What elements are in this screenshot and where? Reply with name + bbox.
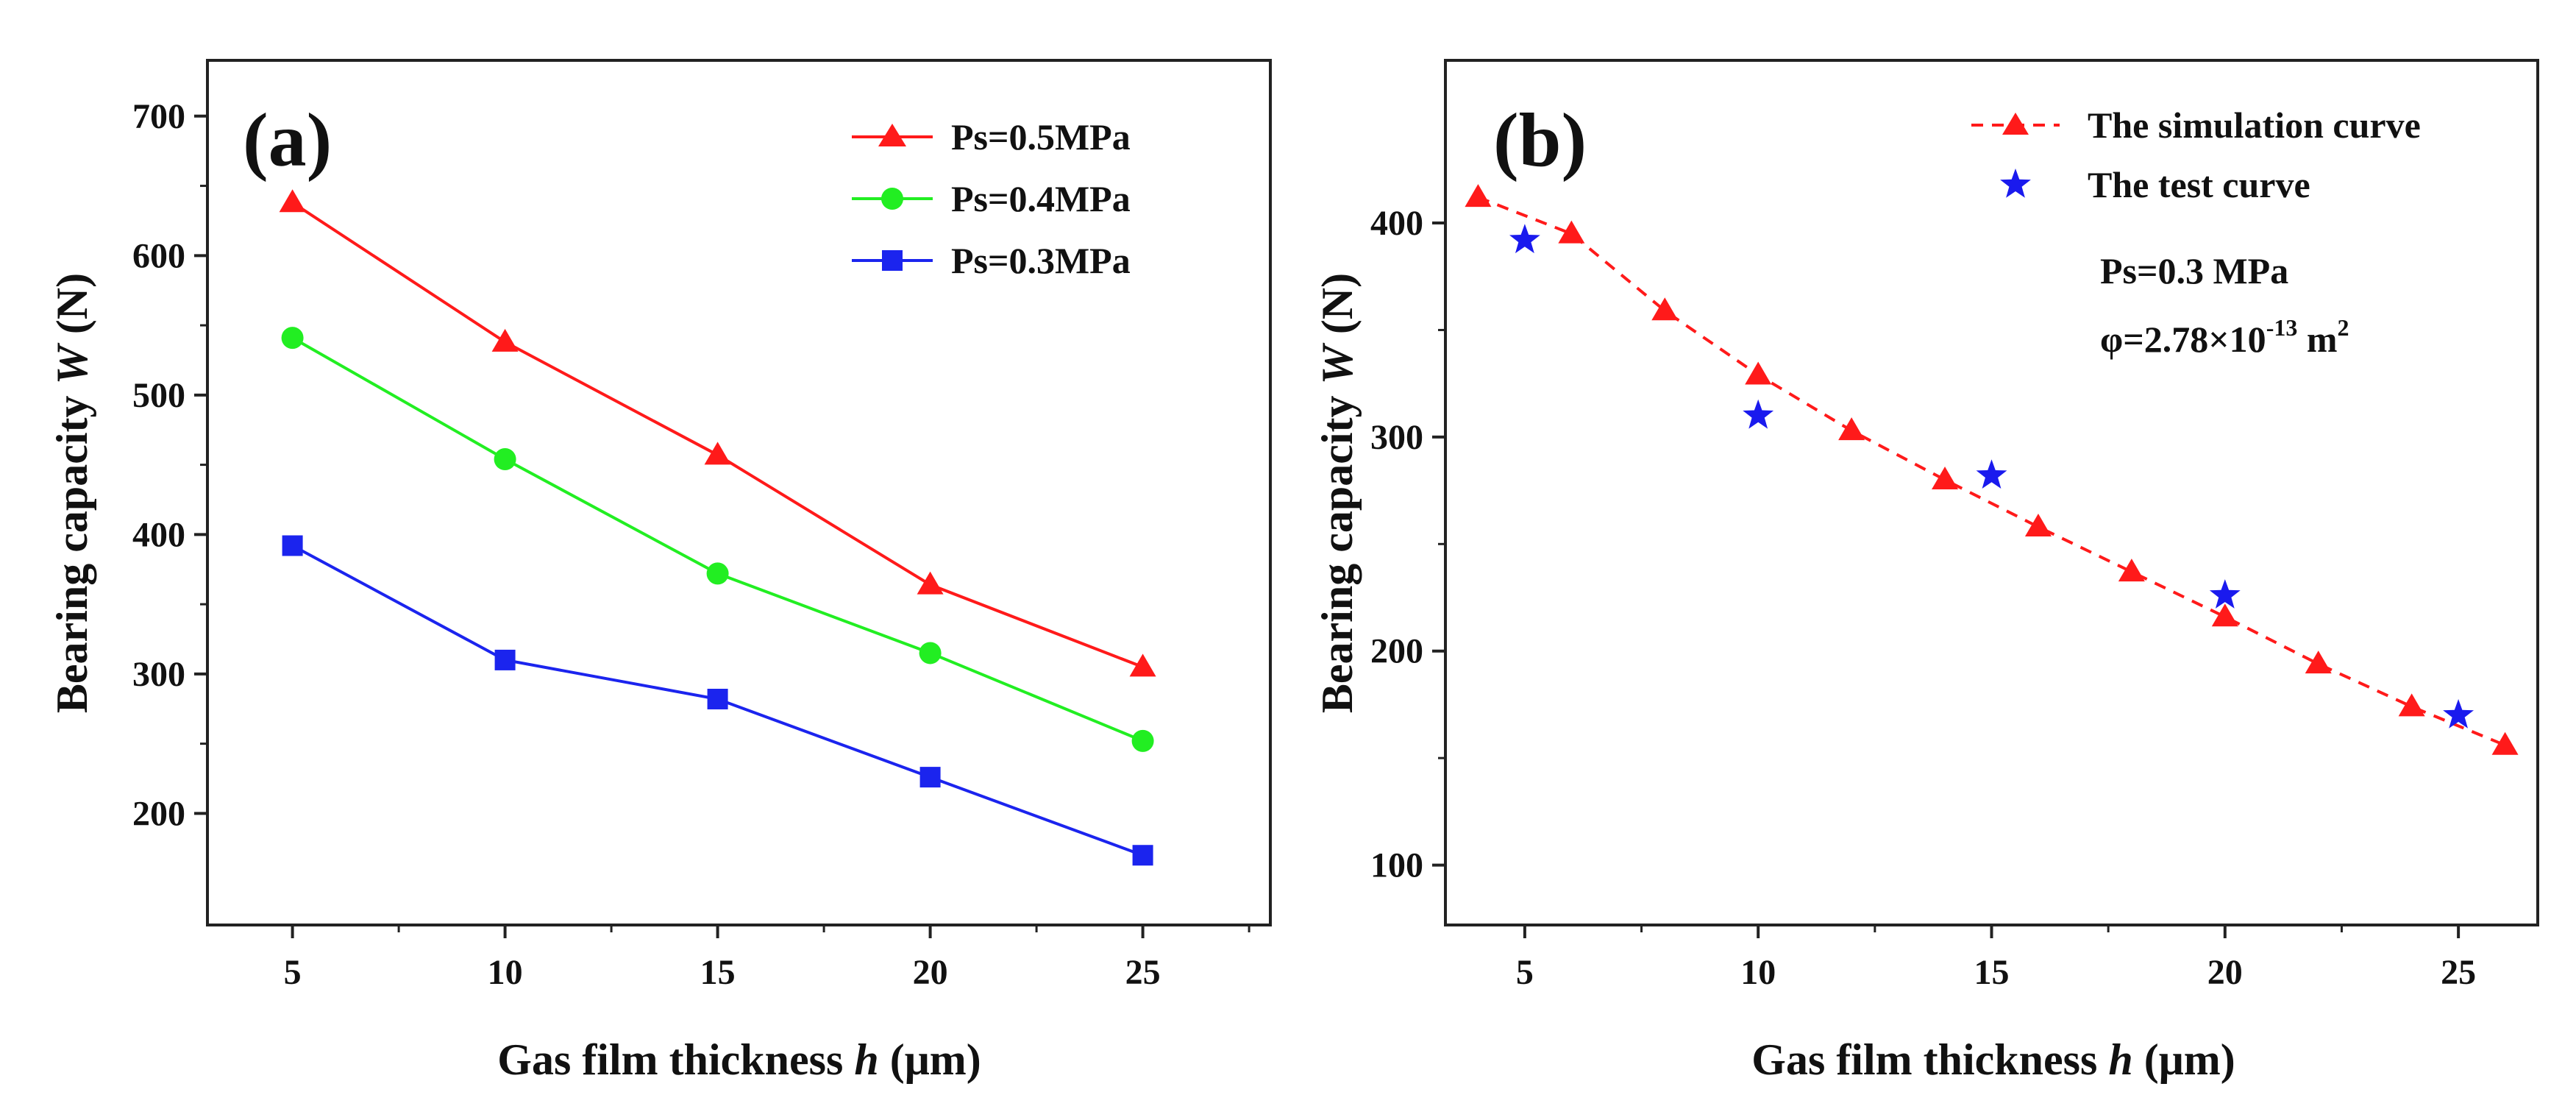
- data-point: [1838, 417, 1865, 441]
- panel-a-label: (a): [243, 98, 332, 182]
- legend-label-test: The test curve: [2088, 164, 2310, 205]
- legend-marker-test: [2000, 169, 2031, 198]
- annotation-pressure: Ps=0.3 MPa: [2100, 250, 2288, 291]
- data-point: [2305, 651, 2332, 674]
- data-point: [1131, 729, 1154, 752]
- panel-a-series-markers: [279, 189, 1156, 866]
- legend-label-ps04: Ps=0.4MPa: [951, 178, 1131, 219]
- panel-b-legend: The simulation curve The test curve: [1971, 104, 2421, 205]
- legend-marker-ps04: [881, 188, 903, 210]
- data-point: [2398, 693, 2425, 717]
- data-point: [706, 562, 729, 585]
- panel-a-y-axis-title: Bearing capacity W (N): [48, 273, 96, 713]
- data-point: [2209, 579, 2241, 609]
- panel-b-y-axis-title: Bearing capacity W (N): [1313, 273, 1362, 713]
- legend-marker-simulation: [2002, 113, 2029, 135]
- panel-b-y-ticks: 100 200 300 400: [1370, 204, 1445, 885]
- x-tick-label: 10: [488, 953, 523, 992]
- data-point: [1465, 184, 1492, 208]
- x-tick-label: 5: [1516, 953, 1534, 992]
- data-point: [279, 189, 306, 213]
- legend-marker-ps03: [882, 250, 903, 271]
- y-tick-label: 600: [132, 236, 185, 275]
- data-point: [282, 535, 303, 556]
- panel-a: 200 300 400 500 600 700 5 10 15 20 25 (a) Ps=0.5M…: [48, 59, 1272, 1084]
- data-point: [494, 448, 516, 471]
- data-point: [2024, 514, 2052, 537]
- data-point: [1745, 361, 1772, 385]
- data-point: [494, 649, 516, 670]
- panel-a-x-axis-title: Gas film thickness h (μm): [497, 1035, 981, 1084]
- panel-a-y-ticks: 200 300 400 500 600 700: [132, 97, 207, 833]
- y-tick-label: 400: [132, 515, 185, 554]
- x-tick-label: 20: [913, 953, 948, 992]
- x-tick-label: 15: [700, 953, 736, 992]
- y-tick-label: 300: [1370, 418, 1423, 457]
- legend-marker-ps05: [878, 124, 906, 146]
- annotation-permeability: φ=2.78×10-13 m2: [2100, 314, 2349, 360]
- data-point: [1651, 297, 1679, 321]
- data-point: [707, 688, 728, 709]
- panel-a-x-ticks: 5 10 15 20 25: [284, 925, 1250, 992]
- x-tick-label: 25: [1125, 953, 1161, 992]
- legend-label-ps05: Ps=0.5MPa: [951, 116, 1131, 157]
- panel-b-series-markers: [1465, 184, 2519, 755]
- panel-b: 100 200 300 400 5 10 15 20 25 (b) The simulatio…: [1313, 59, 2539, 1084]
- legend-label-simulation: The simulation curve: [2088, 104, 2421, 146]
- data-point: [917, 571, 944, 595]
- data-point: [2443, 699, 2474, 729]
- data-point: [1743, 399, 1774, 429]
- data-point: [1132, 845, 1153, 866]
- series-line-0: [1477, 196, 2506, 747]
- data-point: [919, 642, 942, 664]
- data-point: [704, 442, 731, 465]
- data-point: [2491, 731, 2519, 755]
- x-tick-label: 25: [2441, 953, 2476, 992]
- data-point: [1129, 653, 1156, 677]
- y-tick-label: 500: [132, 376, 185, 415]
- data-point: [1932, 467, 1959, 490]
- data-point: [2118, 559, 2145, 582]
- y-tick-label: 100: [1370, 846, 1423, 885]
- panel-b-series-lines: [1477, 196, 2506, 747]
- y-tick-label: 700: [132, 97, 185, 136]
- x-tick-label: 10: [1740, 953, 1776, 992]
- data-point: [1509, 224, 1540, 254]
- panel-b-x-ticks: 5 10 15 20 25: [1516, 925, 2476, 992]
- y-tick-label: 200: [1370, 632, 1423, 671]
- data-point: [491, 328, 519, 352]
- y-tick-label: 400: [1370, 204, 1423, 243]
- x-tick-label: 5: [284, 953, 302, 992]
- data-point: [281, 327, 304, 350]
- x-tick-label: 20: [2207, 953, 2243, 992]
- y-tick-label: 200: [132, 794, 185, 833]
- data-point: [2211, 603, 2238, 627]
- y-tick-label: 300: [132, 655, 185, 694]
- panel-b-x-axis-title: Gas film thickness h (μm): [1751, 1035, 2235, 1084]
- panel-a-frame: [206, 59, 1272, 926]
- legend-label-ps03: Ps=0.3MPa: [951, 240, 1131, 281]
- x-tick-label: 15: [1974, 953, 2010, 992]
- panel-b-label: (b): [1493, 98, 1587, 182]
- data-point: [919, 767, 941, 788]
- panel-a-legend: Ps=0.5MPa Ps=0.4MPa Ps=0.3MPa: [852, 116, 1131, 281]
- data-point: [1558, 220, 1585, 244]
- data-point: [1976, 459, 2007, 489]
